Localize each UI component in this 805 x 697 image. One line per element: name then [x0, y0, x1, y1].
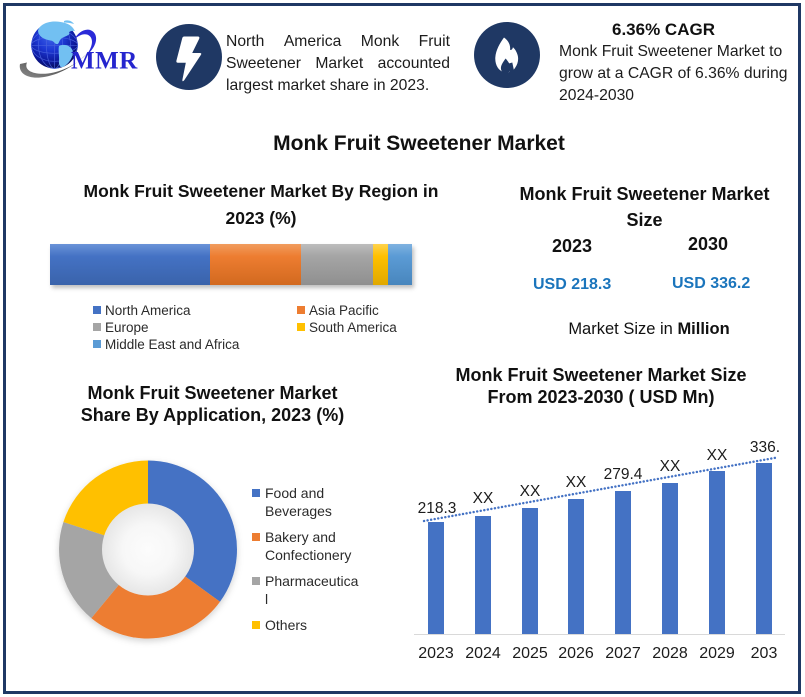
svg-text:MMR: MMR — [71, 48, 138, 75]
